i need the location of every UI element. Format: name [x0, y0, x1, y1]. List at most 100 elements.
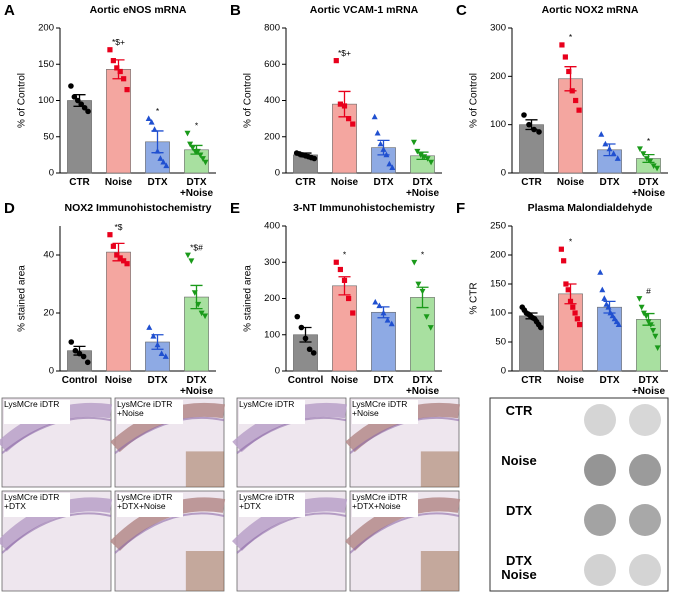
data-point	[647, 322, 654, 328]
data-point	[577, 322, 583, 328]
dot-blot-label: Noise	[501, 454, 537, 468]
data-point	[566, 68, 572, 75]
data-point	[565, 287, 571, 293]
data-point	[572, 310, 578, 316]
y-tick-label: 50	[43, 131, 54, 142]
blot-dot	[629, 504, 661, 536]
x-tick-label: DTX	[599, 177, 620, 188]
data-point	[526, 121, 532, 128]
data-point	[570, 304, 576, 310]
data-point	[383, 151, 390, 158]
data-point	[423, 314, 430, 320]
image-label: LysMCre iDTR	[239, 400, 295, 409]
data-point	[569, 88, 575, 94]
x-tick-label: Noise	[330, 375, 359, 386]
blot-dot	[584, 404, 616, 436]
y-tick-label: 0	[501, 168, 506, 179]
vessel-wall-inner	[349, 512, 460, 554]
dot-blot-label: DTX Noise	[501, 554, 537, 583]
dot-blot-label: DTX	[506, 504, 532, 518]
y-tick-label: 400	[264, 221, 280, 232]
chart-title: Aortic VCAM-1 mRNA	[310, 4, 419, 16]
data-point	[421, 154, 428, 160]
x-tick-label-box: DTX	[373, 177, 394, 188]
annotation: *	[156, 106, 160, 116]
image-label: LysMCre iDTR +DTX	[239, 493, 295, 512]
blot-dot	[584, 504, 616, 536]
data-point	[606, 145, 613, 152]
data-point	[643, 313, 650, 320]
image-label-bg	[239, 493, 305, 517]
x-tick-label: Noise	[104, 177, 133, 188]
x-tick-label: DTX	[373, 177, 394, 188]
x-tick-label: Noise	[104, 375, 133, 386]
x-tick-label: DTX	[599, 375, 620, 386]
bar	[410, 297, 435, 372]
data-point	[81, 104, 88, 111]
y-tick-label: 100	[264, 329, 280, 340]
data-point	[114, 252, 120, 258]
x-tick-label: DTX +Noise	[179, 177, 214, 199]
annotation: *	[569, 236, 573, 246]
image-label: LysMCre iDTR +DTX+Noise	[117, 493, 173, 512]
data-point	[110, 243, 116, 249]
image-label-bg	[117, 493, 183, 517]
dot-blot-label-box: Noise	[501, 454, 537, 468]
x-tick-label: CTR	[521, 177, 542, 188]
x-tick-label: CTR	[69, 177, 90, 188]
x-tick-label-box: Control	[62, 375, 98, 386]
data-point	[536, 129, 542, 135]
x-tick-label-box: Noise	[104, 177, 133, 188]
image-label: LysMCre iDTR +DTX+Noise	[352, 493, 408, 512]
data-point	[341, 103, 348, 109]
data-point	[386, 160, 393, 167]
x-tick-label-box: DTX	[374, 375, 394, 386]
x-tick-label: DTX +Noise	[631, 375, 666, 397]
y-axis-label: % stained area	[17, 265, 28, 332]
y-tick-label: 20	[43, 308, 54, 319]
y-tick-label: 0	[501, 366, 506, 377]
error-bar	[190, 284, 203, 310]
data-point	[410, 139, 417, 146]
data-point	[614, 155, 621, 161]
image-label-box: LysMCre iDTR +Noise	[117, 400, 172, 418]
data-point	[598, 131, 605, 137]
data-point	[559, 42, 565, 48]
data-point	[576, 107, 582, 113]
y-tick-label: 200	[38, 23, 54, 34]
x-tick-label: DTX	[147, 177, 168, 188]
data-point	[124, 261, 130, 267]
x-tick-label: DTX +Noise	[631, 177, 666, 199]
x-tick-label: DTX +Noise	[405, 375, 440, 397]
image-label-bg	[4, 400, 70, 424]
data-point	[640, 151, 647, 157]
annotation: *	[647, 136, 651, 146]
data-point	[198, 310, 205, 317]
image-label-box: LysMCre iDTR +DTX+Noise	[352, 493, 408, 512]
bar	[106, 251, 131, 372]
data-point	[68, 339, 75, 345]
x-tick-label: Noise	[556, 375, 585, 386]
data-point	[597, 269, 604, 275]
x-tick-label-box: CTR	[69, 177, 90, 188]
data-point	[346, 295, 352, 302]
x-tick-label-box: DTX +Noise	[406, 177, 439, 199]
data-point	[294, 313, 301, 320]
x-tick-label-box: Noise	[104, 375, 133, 386]
x-tick-label-box: DTX +Noise	[631, 375, 666, 397]
annotation: *$	[114, 222, 122, 232]
y-axis-label: % stained area	[243, 265, 254, 332]
data-point	[85, 108, 91, 115]
blot-dot	[584, 454, 616, 486]
data-point	[636, 296, 643, 302]
panel-letter: B	[230, 2, 241, 19]
image-label-box: LysMCre iDTR +DTX	[4, 493, 59, 511]
data-point	[428, 159, 435, 166]
data-point	[654, 165, 661, 172]
data-point	[157, 155, 164, 161]
image-label-box: LysMCre iDTR +DTX	[239, 493, 295, 512]
adventitia	[185, 551, 224, 591]
data-point	[610, 150, 617, 157]
data-point	[415, 281, 422, 288]
image-label-box: LysMCre iDTR +DTX+Noise	[117, 493, 173, 512]
